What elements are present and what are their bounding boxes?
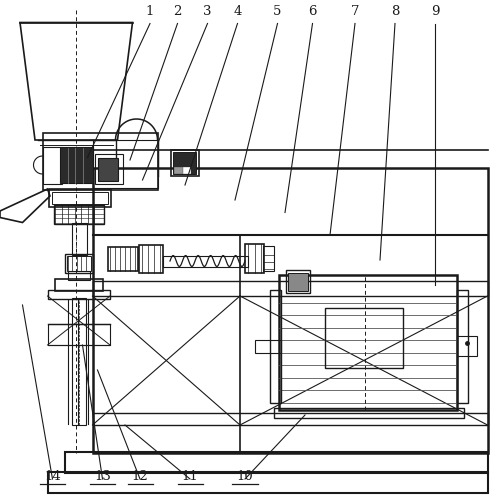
Bar bbox=[65, 451, 488, 472]
Text: 2: 2 bbox=[174, 6, 182, 19]
Bar bbox=[255, 340, 281, 353]
Bar bbox=[173, 153, 196, 175]
Bar bbox=[60, 148, 92, 183]
Bar bbox=[72, 298, 86, 425]
Bar bbox=[139, 245, 163, 273]
Bar bbox=[48, 290, 110, 299]
Bar bbox=[54, 205, 104, 224]
Bar bbox=[288, 273, 308, 291]
Bar bbox=[48, 471, 488, 492]
Bar bbox=[270, 291, 281, 403]
Bar bbox=[72, 223, 86, 256]
Bar bbox=[274, 408, 464, 418]
Bar bbox=[182, 167, 190, 173]
Bar bbox=[325, 308, 402, 368]
Bar bbox=[92, 141, 158, 188]
Text: 11: 11 bbox=[182, 469, 198, 482]
Text: 6: 6 bbox=[308, 6, 317, 19]
Bar bbox=[456, 336, 476, 356]
Text: 9: 9 bbox=[431, 6, 440, 19]
Bar bbox=[52, 192, 108, 204]
Bar bbox=[108, 247, 138, 272]
Bar bbox=[48, 324, 110, 345]
Text: 12: 12 bbox=[132, 469, 148, 482]
Text: 7: 7 bbox=[351, 6, 359, 19]
Bar bbox=[98, 159, 117, 182]
Bar bbox=[279, 276, 456, 410]
Text: 13: 13 bbox=[94, 469, 111, 482]
Bar bbox=[48, 189, 111, 207]
Bar bbox=[42, 133, 158, 190]
Bar bbox=[65, 254, 92, 273]
Bar bbox=[66, 257, 90, 272]
Bar bbox=[456, 291, 468, 403]
Text: 14: 14 bbox=[44, 469, 61, 482]
Bar bbox=[95, 155, 122, 185]
Text: 8: 8 bbox=[391, 6, 399, 19]
Text: 3: 3 bbox=[203, 6, 212, 19]
Bar bbox=[92, 282, 488, 297]
Bar bbox=[55, 279, 102, 292]
Bar bbox=[245, 244, 264, 274]
Bar bbox=[162, 256, 248, 267]
Bar bbox=[68, 272, 90, 281]
Bar bbox=[92, 413, 488, 425]
Text: 5: 5 bbox=[274, 6, 281, 19]
Bar bbox=[171, 151, 198, 177]
Text: 1: 1 bbox=[146, 6, 154, 19]
Bar bbox=[174, 167, 182, 173]
Text: 10: 10 bbox=[236, 469, 254, 482]
Bar bbox=[42, 147, 62, 185]
Bar bbox=[286, 271, 310, 293]
Text: 4: 4 bbox=[234, 6, 241, 19]
Bar bbox=[92, 168, 488, 452]
Bar bbox=[262, 246, 274, 272]
